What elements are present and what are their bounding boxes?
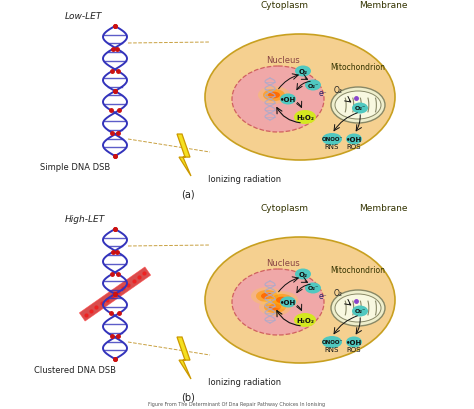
Text: RNS: RNS <box>325 144 339 150</box>
Ellipse shape <box>266 292 298 309</box>
Polygon shape <box>177 135 191 177</box>
Ellipse shape <box>352 306 368 317</box>
Text: •OH: •OH <box>280 299 296 305</box>
Ellipse shape <box>280 94 296 105</box>
Text: Clustered DNA DSB: Clustered DNA DSB <box>34 365 116 374</box>
Ellipse shape <box>232 270 324 335</box>
Ellipse shape <box>335 92 381 120</box>
Ellipse shape <box>346 134 362 145</box>
Text: •OH: •OH <box>346 137 362 143</box>
Ellipse shape <box>256 290 278 302</box>
Polygon shape <box>177 337 191 379</box>
Text: •OH: •OH <box>346 339 362 345</box>
Text: ROS: ROS <box>347 346 361 352</box>
Text: Low-LET: Low-LET <box>65 12 102 21</box>
Ellipse shape <box>335 294 381 322</box>
Text: •OH: •OH <box>280 97 296 103</box>
Ellipse shape <box>331 290 385 326</box>
Text: Membrane: Membrane <box>359 204 407 213</box>
Text: ONOO⁻: ONOO⁻ <box>321 137 343 142</box>
Ellipse shape <box>271 294 293 306</box>
Ellipse shape <box>331 88 385 124</box>
Ellipse shape <box>269 304 281 310</box>
Text: O₂: O₂ <box>299 271 308 277</box>
Ellipse shape <box>258 87 290 105</box>
Text: ONOO⁻: ONOO⁻ <box>321 339 343 345</box>
Text: Simple DNA DSB: Simple DNA DSB <box>40 163 110 172</box>
Ellipse shape <box>205 35 395 161</box>
Ellipse shape <box>263 90 285 102</box>
Ellipse shape <box>295 269 311 280</box>
Text: Ionizing radiation: Ionizing radiation <box>208 175 281 184</box>
Text: Figure From The Determinant Of Dna Repair Pathway Choices In Ionising: Figure From The Determinant Of Dna Repai… <box>148 401 326 406</box>
Text: RNS: RNS <box>325 346 339 352</box>
Text: O₂: O₂ <box>334 288 343 297</box>
Text: Membrane: Membrane <box>359 1 407 10</box>
Text: High-LET: High-LET <box>65 214 105 223</box>
Ellipse shape <box>346 337 362 348</box>
Ellipse shape <box>322 336 342 348</box>
Ellipse shape <box>259 299 291 316</box>
Text: O₂⁻: O₂⁻ <box>307 286 319 291</box>
Text: (b): (b) <box>181 392 195 402</box>
Text: Cytoplasm: Cytoplasm <box>261 1 309 10</box>
Ellipse shape <box>305 283 321 294</box>
Text: Ionizing radiation: Ionizing radiation <box>208 377 281 386</box>
Ellipse shape <box>232 67 324 133</box>
Text: Mitochondrion: Mitochondrion <box>330 63 385 72</box>
Text: O₂: O₂ <box>299 69 308 75</box>
Ellipse shape <box>264 301 286 313</box>
Ellipse shape <box>280 297 296 308</box>
Ellipse shape <box>261 293 273 299</box>
Text: O₂⁻: O₂⁻ <box>355 309 365 314</box>
Ellipse shape <box>305 80 321 91</box>
Text: (a): (a) <box>181 189 195 200</box>
Ellipse shape <box>295 66 311 77</box>
Text: H₂O₂: H₂O₂ <box>296 115 314 121</box>
Ellipse shape <box>268 92 280 99</box>
Text: Nucleus: Nucleus <box>266 56 300 65</box>
Text: e⁻: e⁻ <box>319 89 328 98</box>
Ellipse shape <box>352 103 368 114</box>
Text: Cytoplasm: Cytoplasm <box>261 204 309 213</box>
Text: Mitochondrion: Mitochondrion <box>330 265 385 274</box>
Ellipse shape <box>322 134 342 146</box>
Text: ROS: ROS <box>347 144 361 150</box>
Text: Nucleus: Nucleus <box>266 258 300 267</box>
Ellipse shape <box>251 288 283 305</box>
Ellipse shape <box>294 111 316 125</box>
Text: H₂O₂: H₂O₂ <box>296 317 314 323</box>
Ellipse shape <box>294 313 316 327</box>
Ellipse shape <box>205 237 395 363</box>
Text: O₂⁻: O₂⁻ <box>355 106 365 111</box>
Text: O₂: O₂ <box>334 86 343 95</box>
Text: e⁻: e⁻ <box>319 291 328 300</box>
Polygon shape <box>79 267 151 321</box>
Ellipse shape <box>276 297 288 303</box>
Text: O₂⁻: O₂⁻ <box>307 83 319 88</box>
